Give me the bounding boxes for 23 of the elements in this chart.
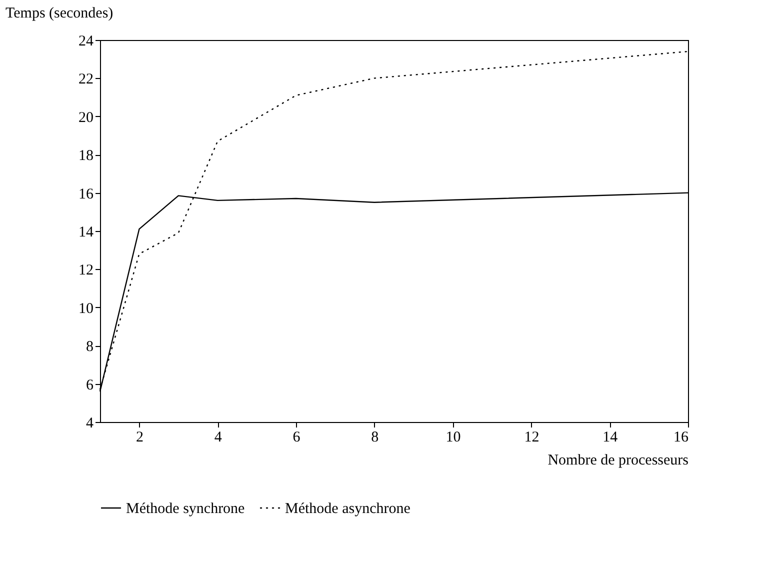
x-tick-label: 8 <box>371 430 379 446</box>
y-tick-label: 12 <box>78 262 94 279</box>
x-tick-label: 16 <box>674 430 689 446</box>
y-tick-label: 14 <box>78 224 94 240</box>
y-tick-label: 16 <box>78 186 94 202</box>
legend-label: Méthode synchrone <box>126 501 246 517</box>
y-tick-label: 22 <box>78 72 94 88</box>
x-tick-label: 12 <box>524 430 540 446</box>
x-tick-label: 10 <box>446 430 461 446</box>
y-tick-label: 18 <box>78 148 94 164</box>
x-tick-label: 6 <box>292 430 301 446</box>
y-tick-label: 8 <box>86 339 94 356</box>
y-tick-label: 20 <box>78 110 94 126</box>
y-tick-label: 24 <box>78 34 94 50</box>
y-axis-title: Temps (secondes) <box>6 6 114 22</box>
legend-label: Méthode asynchrone <box>285 501 411 517</box>
x-tick-label: 14 <box>602 430 618 446</box>
y-tick-label: 10 <box>78 300 94 317</box>
y-tick-label: 6 <box>86 377 94 394</box>
y-tick-label: 4 <box>86 416 94 432</box>
x-tick-label: 2 <box>136 430 144 446</box>
x-tick-label: 4 <box>214 430 222 446</box>
x-axis-title: Nombre de processeurs <box>548 452 689 468</box>
